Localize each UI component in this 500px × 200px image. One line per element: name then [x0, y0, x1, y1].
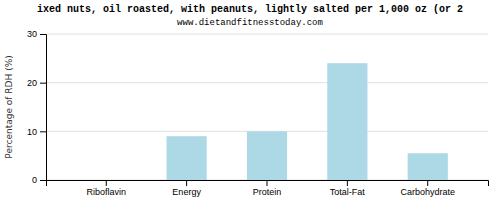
- y-tick: 10: [27, 127, 46, 137]
- x-tick-label: Carbohydrate: [400, 187, 455, 197]
- x-tick: Energy: [172, 180, 201, 197]
- y-axis-title: Percentage of RDH (%): [4, 55, 14, 158]
- x-tick-mark: [106, 180, 107, 186]
- grid: [46, 34, 488, 180]
- y-tick-label: 10: [27, 127, 37, 137]
- subtitle: www.dietandfitnesstoday.com: [177, 18, 323, 28]
- chart-svg: ixed nuts, oil roasted, with peanuts, li…: [0, 0, 500, 200]
- y-axis: 0 10 20 30: [27, 29, 47, 185]
- y-tick-mark: [40, 180, 46, 181]
- y-tick-label: 30: [27, 29, 37, 39]
- x-tick-label: Protein: [253, 187, 282, 197]
- plot-area: 0 10 20 30 Riboflavin Energy Protein Total-Fat C…: [27, 29, 489, 197]
- bar: [327, 63, 367, 180]
- y-tick-mark: [40, 83, 46, 84]
- x-tick: Riboflavin: [87, 180, 127, 197]
- y-axis-line: [40, 35, 47, 181]
- chart-container: ixed nuts, oil roasted, with peanuts, li…: [0, 0, 500, 200]
- grid-line: [46, 34, 488, 35]
- y-tick-label: 0: [32, 175, 37, 185]
- x-tick: Protein: [253, 180, 282, 197]
- x-tick-mark: [347, 180, 348, 186]
- bars: [167, 63, 448, 180]
- y-tick-label: 20: [27, 78, 37, 88]
- y-tick: 0: [32, 175, 46, 185]
- y-tick-mark: [40, 34, 46, 35]
- x-tick-label: Energy: [172, 187, 201, 197]
- bar: [86, 180, 126, 181]
- x-tick: Total-Fat: [330, 180, 366, 197]
- bar: [167, 136, 207, 180]
- x-axis: Riboflavin Energy Protein Total-Fat Carbohyd…: [47, 180, 489, 197]
- y-tick: 30: [27, 29, 46, 39]
- x-tick-mark: [186, 180, 187, 186]
- grid-line: [46, 82, 488, 83]
- bar: [247, 131, 287, 180]
- y-tick-mark: [40, 131, 46, 132]
- x-tick-label: Total-Fat: [330, 187, 366, 197]
- x-axis-line: [47, 181, 489, 187]
- x-tick-mark: [267, 180, 268, 186]
- title: ixed nuts, oil roasted, with peanuts, li…: [37, 4, 463, 15]
- bar: [408, 153, 448, 180]
- y-tick: 20: [27, 78, 46, 88]
- x-tick: Carbohydrate: [400, 180, 455, 197]
- x-tick-label: Riboflavin: [87, 187, 127, 197]
- x-tick-mark: [427, 180, 428, 186]
